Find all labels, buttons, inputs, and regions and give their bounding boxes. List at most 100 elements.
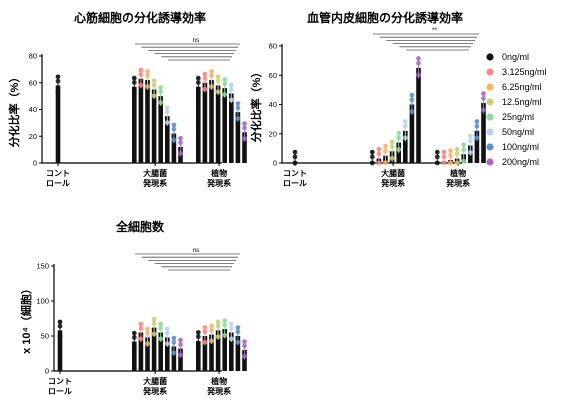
data-point xyxy=(441,154,447,160)
bar xyxy=(242,350,247,371)
data-point xyxy=(441,160,447,166)
data-point xyxy=(434,160,440,166)
data-point xyxy=(202,329,208,335)
bar xyxy=(158,332,163,371)
data-point xyxy=(242,339,247,344)
data-point xyxy=(228,321,234,327)
data-point xyxy=(376,160,382,166)
y-tick-label: 60 xyxy=(269,71,277,80)
data-point xyxy=(409,109,415,114)
data-point xyxy=(481,107,486,113)
legend-marker xyxy=(486,128,494,136)
legend-marker xyxy=(486,83,494,91)
data-point xyxy=(215,78,221,84)
data-point xyxy=(202,325,208,330)
data-point xyxy=(242,353,247,359)
data-point xyxy=(158,325,164,331)
data-point xyxy=(222,92,228,97)
data-point xyxy=(171,350,177,356)
data-point xyxy=(171,335,177,341)
data-point xyxy=(416,56,421,61)
data-point xyxy=(145,69,150,74)
data-point xyxy=(195,75,201,81)
legend-label: 6.25ng/ml xyxy=(502,82,542,92)
data-point xyxy=(164,105,170,111)
bar xyxy=(57,330,63,371)
data-point xyxy=(145,330,150,336)
y-axis-title: x 10⁴（細胞） xyxy=(19,283,33,354)
legend-item: 12.5ng/ml xyxy=(486,97,542,107)
data-point xyxy=(178,150,183,156)
data-point xyxy=(369,154,375,160)
data-point xyxy=(369,160,375,166)
bar xyxy=(138,78,144,163)
y-tick-label: 20 xyxy=(29,132,37,141)
legend-label: 12.5ng/ml xyxy=(502,97,542,107)
significance-label: ns xyxy=(193,247,201,254)
bar xyxy=(145,80,150,163)
data-point xyxy=(416,72,421,78)
bar xyxy=(158,96,163,163)
bar xyxy=(235,336,241,371)
data-point xyxy=(402,119,408,124)
data-point xyxy=(178,337,183,343)
data-point xyxy=(448,152,453,158)
data-point xyxy=(158,100,164,105)
legend-marker xyxy=(486,113,494,121)
legend-label: 50ng/ml xyxy=(502,127,534,137)
y-tick-label: 0 xyxy=(45,367,49,376)
data-point xyxy=(228,325,234,331)
bar xyxy=(151,327,157,371)
y-tick-label: 50 xyxy=(41,332,49,341)
bar xyxy=(481,103,486,163)
data-point xyxy=(389,144,395,150)
bar xyxy=(409,104,415,163)
bar xyxy=(145,337,150,371)
x-tick-label: 植物発現系 xyxy=(206,168,231,188)
x-tick-label: コントロール xyxy=(46,169,70,188)
legend-label: 25ng/ml xyxy=(502,112,534,122)
bar xyxy=(229,332,234,371)
legend-item: 0ng/ml xyxy=(486,52,529,62)
chart-title: 心筋細胞の分化誘導効率 xyxy=(74,10,206,25)
bar xyxy=(242,132,247,163)
data-point xyxy=(222,332,228,338)
data-point xyxy=(55,74,61,80)
data-point xyxy=(164,330,170,336)
data-point xyxy=(209,323,214,329)
data-point xyxy=(235,339,241,345)
data-point xyxy=(434,154,440,160)
data-point xyxy=(202,71,208,77)
data-point xyxy=(461,147,467,152)
data-point xyxy=(131,80,137,85)
bar xyxy=(235,112,241,163)
data-point xyxy=(235,325,241,330)
data-point xyxy=(389,139,395,145)
data-point xyxy=(209,73,214,79)
bar xyxy=(222,329,227,371)
data-point xyxy=(474,119,480,124)
data-point xyxy=(222,318,228,323)
data-point xyxy=(416,60,421,66)
data-point xyxy=(215,89,221,95)
data-point xyxy=(242,121,247,127)
data-point xyxy=(434,149,440,155)
data-point xyxy=(164,326,170,332)
bar xyxy=(55,85,61,163)
data-point xyxy=(474,135,480,141)
data-point xyxy=(195,344,201,350)
data-point xyxy=(145,326,150,332)
data-point xyxy=(55,89,61,95)
data-point xyxy=(235,101,241,107)
x-tick-label: 大腸菌発現系 xyxy=(142,168,167,188)
data-point xyxy=(209,338,214,344)
x-tick-label: 植物発現系 xyxy=(206,376,231,396)
bar xyxy=(403,130,408,163)
legend-label: 100ng/ml xyxy=(502,142,539,152)
data-point xyxy=(222,77,228,82)
data-point xyxy=(55,78,61,84)
legend-label: 200ng/ml xyxy=(502,157,539,167)
bar xyxy=(202,82,208,163)
bar xyxy=(171,346,177,371)
